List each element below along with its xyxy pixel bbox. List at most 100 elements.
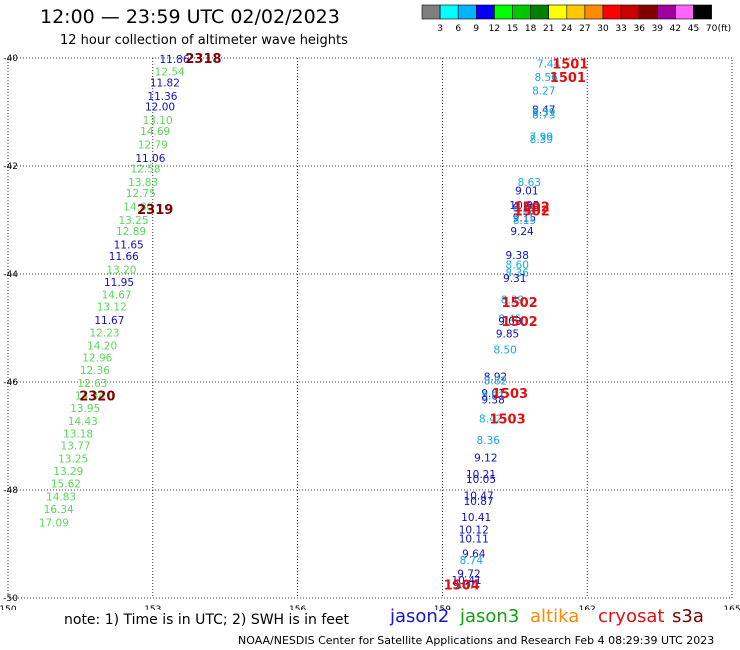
graticule [8, 58, 732, 598]
wave-height-label: 8.73 [532, 110, 555, 122]
lat-tick-label: -40 [3, 54, 18, 64]
satellite-jason2: jason2 [390, 606, 450, 627]
wave-height-label: 14.20 [87, 340, 117, 352]
wave-height-label: 8.50 [493, 345, 516, 357]
wave-height-label: 12.79 [138, 139, 168, 151]
wave-height-label: 8.15 [513, 215, 536, 227]
track-time-label: 2319 [137, 203, 173, 218]
wave-height-label: 8.39 [530, 134, 553, 146]
track-time-label: 1502 [514, 201, 550, 216]
wave-height-label: 7.99 [530, 131, 553, 143]
color-legend: 3 6 9 12 15 18 21 24 27 30 33 36 39 42 45 70 (ft) [421, 4, 732, 34]
wave-height-label: 12.63 [77, 378, 107, 390]
lat-tick-label: -48 [3, 486, 18, 496]
wave-height-label: 14.83 [46, 491, 76, 503]
track-time-label: 2318 [185, 52, 221, 67]
lat-tick-label: -50 [3, 594, 18, 604]
legend-label: 24 [561, 24, 573, 34]
lon-tick-label: 159 [434, 605, 451, 610]
wave-height-label: 12.00 [145, 102, 175, 114]
wave-height-label: 13.12 [97, 301, 127, 313]
legend-label: 45 [688, 24, 699, 34]
wave-height-label: 9.37 [452, 580, 475, 592]
map-plot: 150 153 156 159 162 165 -40 -42 -44 -46 -48 -50 11.8… [0, 52, 740, 610]
satellite-cryosat: cryosat [598, 606, 665, 627]
wave-height-label: 9.31 [503, 273, 526, 285]
wave-height-label: 10.35 [509, 200, 539, 212]
legend-label: 3 [437, 24, 443, 34]
legend-label: 18 [525, 24, 537, 34]
wave-height-label: 13.29 [53, 466, 83, 478]
wave-height-label: 8.74 [460, 555, 484, 567]
satellite-jason3: jason3 [460, 606, 520, 627]
wave-height-label: 8.92 [484, 372, 507, 384]
wave-height-label: 13.10 [143, 115, 173, 127]
lon-tick-label: 150 [0, 605, 17, 610]
wave-height-label: 11.82 [150, 77, 180, 89]
wave-height-label: 8.82 [484, 375, 507, 387]
track-time-label: 1501 [550, 71, 586, 86]
wave-height-label: 9.85 [496, 328, 519, 340]
wave-height-label: 11.06 [135, 153, 165, 165]
wave-height-label: 12.58 [131, 164, 161, 176]
wave-height-label: 10.41 [452, 575, 482, 587]
track-time-label: 1503 [489, 413, 525, 428]
wave-height-label: 8.63 [518, 177, 541, 189]
lat-tick-label: -46 [3, 378, 18, 388]
legend-label: 42 [670, 24, 681, 34]
wave-height-label: 9.38 [506, 250, 529, 262]
wave-height-label: 13.18 [63, 428, 93, 440]
track-time-labels: 2318231923201501150115021502150215021503… [79, 52, 588, 594]
lat-tick-label: -44 [3, 270, 18, 280]
wave-height-label: 11.86 [159, 54, 189, 66]
wave-height-label: 8.60 [506, 259, 529, 271]
wave-height-label: 12.54 [155, 67, 185, 79]
track-time-label: 1503 [492, 387, 528, 402]
wave-height-label: 12.89 [116, 226, 146, 238]
wave-height-label: 13.20 [106, 265, 136, 277]
wave-height-label: 16.34 [44, 504, 74, 516]
legend-label: 39 [652, 24, 664, 34]
legend-label: 9 [473, 24, 479, 34]
wave-height-label: 13.95 [70, 403, 100, 415]
wave-height-label: 12.23 [90, 327, 120, 339]
wave-height-label: 9.12 [474, 453, 497, 465]
wave-height-label: 10.21 [466, 469, 496, 481]
wave-height-label: 10.05 [466, 474, 496, 486]
wave-height-label: 14.34 [75, 391, 105, 403]
legend-label: 70 [706, 24, 718, 34]
wave-height-label: 9.24 [510, 226, 534, 238]
wave-height-label: 12.36 [80, 365, 110, 377]
wave-height-label: 14.43 [68, 416, 98, 428]
legend-unit: (ft) [718, 24, 732, 34]
wave-height-label: 11.65 [114, 239, 144, 251]
wave-height-label: 9.64 [462, 549, 486, 561]
wave-height-label: 9.72 [457, 569, 480, 581]
satellite-s3a: s3a [672, 606, 704, 627]
wave-height-label: 13.25 [58, 454, 88, 466]
legend-swatch-70 [693, 4, 712, 20]
legend-label: 21 [543, 24, 554, 34]
wave-height-label: 12.75 [126, 188, 156, 200]
wave-height-label: 14.80 [123, 202, 153, 214]
chart-subtitle: 12 hour collection of altimeter wave hei… [60, 33, 348, 48]
wave-height-label: 8.42 [479, 414, 502, 426]
chart-title: 12:00 — 23:59 UTC 02/02/2023 [40, 6, 340, 28]
legend-label: 30 [597, 24, 609, 34]
legend-label: 36 [633, 24, 645, 34]
wave-height-label: 10.41 [461, 512, 491, 524]
wave-height-label: 9.38 [481, 394, 504, 406]
wave-height-label: 10.47 [464, 490, 494, 502]
wave-height-label: 9.43 [513, 205, 536, 217]
wave-height-label: 8.39 [532, 107, 555, 119]
lon-tick-label: 153 [144, 605, 161, 610]
wave-height-label: 13.77 [61, 441, 91, 453]
legend-label: 15 [507, 24, 518, 34]
wave-height-label: 13.83 [128, 177, 158, 189]
wave-height-label: 8.36 [477, 435, 501, 447]
lon-tick-label: 162 [579, 605, 596, 610]
lat-tick-label: -42 [3, 162, 18, 172]
wave-height-label: 9.79 [513, 203, 536, 215]
wave-height-label: 8.45 [498, 313, 521, 325]
